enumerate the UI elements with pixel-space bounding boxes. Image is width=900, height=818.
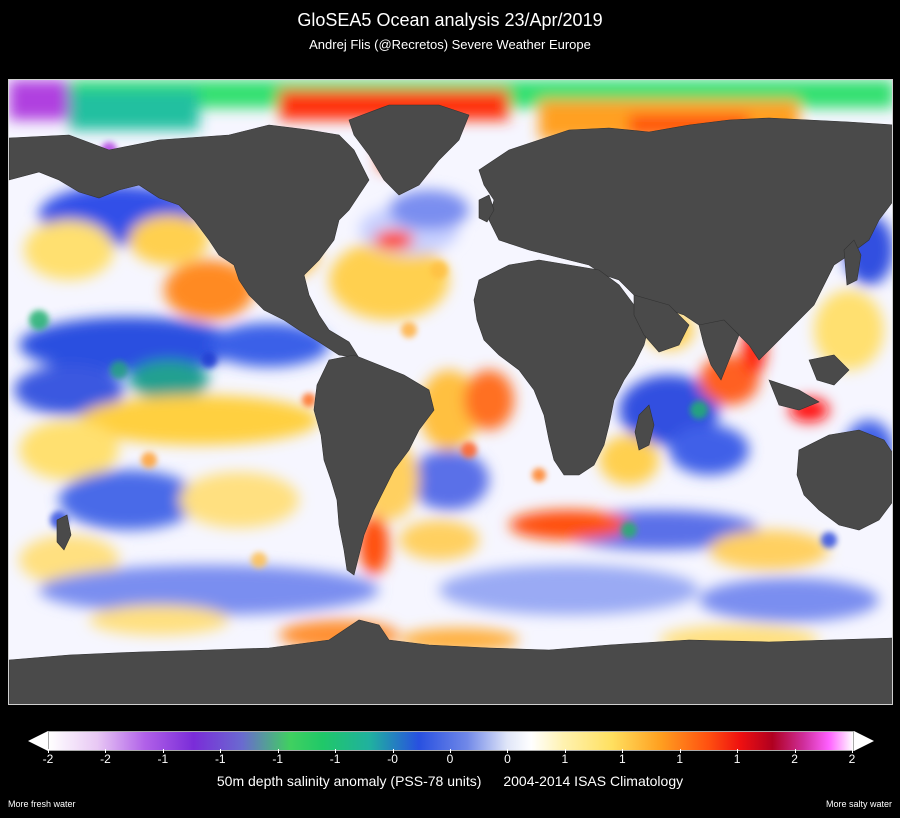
colorbar-ticks: -2 -2 -1 -1 -1 -1 -0 0 0 1 1 1 1 2 2: [43, 749, 855, 766]
colorbar-tick-mark: [737, 749, 739, 753]
colorbar: [28, 731, 874, 751]
land: [9, 104, 892, 704]
colorbar-tick-label: -2: [100, 752, 111, 766]
climatology-label: 2004-2014 ISAS Climatology: [503, 773, 684, 789]
colorbar-tick-label: 1: [676, 752, 684, 766]
colorbar-tick-mark: [794, 749, 796, 753]
fresh-water-note: More fresh water: [8, 799, 76, 809]
colorbar-tick-mark: [564, 749, 566, 753]
colorbar-tick-label: -2: [42, 752, 54, 766]
colorbar-tick-mark: [48, 749, 49, 753]
anomaly-field: [9, 80, 892, 655]
colorbar-max-arrow-icon: [854, 731, 874, 751]
colorbar-tick-mark: [450, 749, 451, 753]
map-subtitle: Andrej Flis (@Recretos) Severe Weather E…: [309, 37, 591, 52]
salty-water-note: More salty water: [825, 799, 892, 809]
colorbar-tick-label: 2: [848, 752, 856, 766]
colorbar-gradient: [48, 731, 854, 751]
colorbar-caption: 50m depth salinity anomaly (PSS-78 units…: [0, 773, 900, 789]
map-title: GloSEA5 Ocean analysis 23/Apr/2019: [297, 10, 603, 30]
colorbar-tick-label: -0: [387, 752, 398, 766]
colorbar-tick-label: -1: [272, 752, 284, 766]
colorbar-tick-mark: [105, 749, 107, 753]
colorbar-tick-label: 0: [504, 752, 511, 766]
colorbar-tick-label: 1: [561, 752, 569, 766]
colorbar-tick-mark: [622, 749, 624, 753]
colorbar-tick-mark: [507, 749, 509, 753]
colorbar-tick-mark: [277, 749, 279, 753]
colorbar-tick-mark: [162, 749, 164, 753]
colorbar-tick-label: 2: [791, 752, 798, 766]
colorbar-tick-label: 0: [446, 752, 454, 766]
colorbar-tick-mark: [679, 749, 681, 753]
colorbar-tick-mark: [392, 749, 394, 753]
colorbar-min-arrow-icon: [28, 731, 48, 751]
colorbar-tick-label: -1: [157, 752, 169, 766]
colorbar-tick-mark: [220, 749, 222, 753]
variable-label: 50m depth salinity anomaly (PSS-78 units…: [216, 773, 482, 789]
colorbar-tick-label: -1: [329, 752, 341, 766]
colorbar-tick-label: 1: [733, 752, 741, 766]
colorbar-tick-mark: [852, 749, 853, 753]
salinity-map: [8, 79, 893, 705]
colorbar-tick-mark: [335, 749, 337, 753]
colorbar-tick-label: -1: [214, 752, 226, 766]
colorbar-tick-label: 1: [618, 752, 626, 766]
